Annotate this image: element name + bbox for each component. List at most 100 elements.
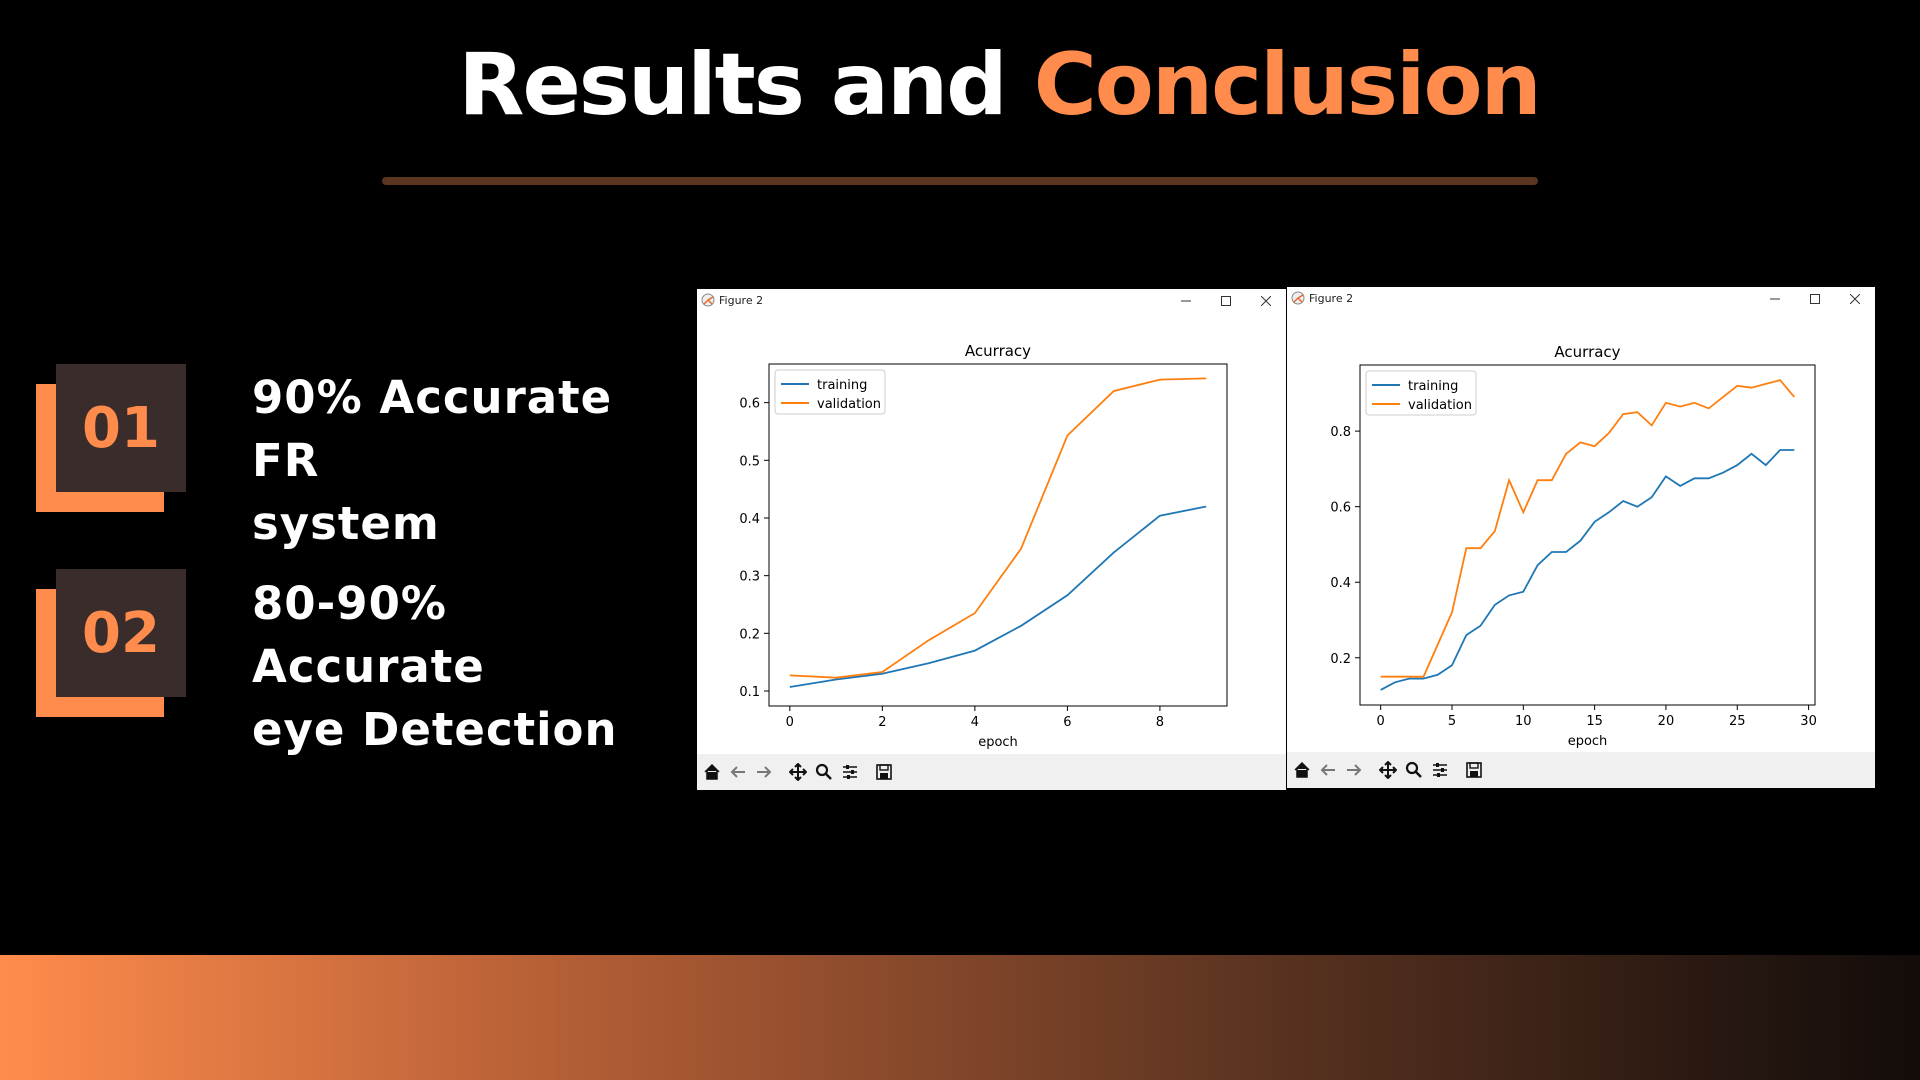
pan-button[interactable] [785, 758, 811, 786]
configure-subplots-button[interactable] [837, 758, 863, 786]
y-tick-label: 0.2 [1330, 652, 1351, 667]
x-tick-label: 8 [1156, 715, 1164, 730]
toolbar-separator [863, 758, 871, 786]
toolbar-separator [1367, 756, 1375, 784]
x-tick-label: 10 [1515, 714, 1532, 729]
figure-toolbar [1287, 752, 1875, 788]
minimize-button[interactable] [1166, 289, 1206, 313]
save-icon [1466, 762, 1482, 778]
zoom-icon [1405, 761, 1422, 778]
slide-title: Results and Conclusion [0, 35, 1920, 135]
legend-label-validation: validation [1408, 398, 1472, 413]
y-tick-label: 0.3 [739, 570, 760, 585]
figure-toolbar [697, 754, 1286, 790]
back-button[interactable] [725, 758, 751, 786]
legend-label-training: training [817, 378, 867, 393]
window-titlebar: Figure 2 [697, 289, 1286, 313]
home-icon [1294, 761, 1310, 778]
series-line-validation [789, 377, 1207, 679]
y-tick-label: 0.4 [1330, 576, 1351, 591]
x-tick-label: 0 [786, 715, 794, 730]
x-tick-label: 15 [1586, 714, 1603, 729]
x-tick-label: 6 [1063, 715, 1071, 730]
figure-window-2: Figure 2 Acurracy 0 5 10 15 20 25 30 0.2 0.4 0.6 0.… [1287, 287, 1875, 788]
pan-icon [1379, 761, 1397, 779]
maximize-button[interactable] [1206, 289, 1246, 313]
maximize-icon [1221, 296, 1231, 306]
chart-title: Acurracy [965, 342, 1031, 360]
back-icon [1320, 764, 1335, 776]
point-2-number: 02 [56, 569, 186, 697]
matplotlib-icon [1291, 291, 1305, 305]
series-line-validation [1380, 379, 1795, 678]
point-1-number: 01 [56, 364, 186, 492]
accuracy-chart-1: Acurracy 0 2 4 6 8 0.1 0.2 0.3 0.4 0.5 0.6 epoch trai… [739, 342, 1228, 750]
x-tick-label: 30 [1800, 714, 1817, 729]
back-button[interactable] [1315, 756, 1341, 784]
x-tick-label: 5 [1448, 714, 1456, 729]
y-tick-label: 0.6 [1330, 501, 1351, 516]
chart-title: Acurracy [1554, 343, 1620, 361]
point-2-line-2: eye Detection [252, 703, 618, 756]
title-main: Results and [458, 35, 1007, 135]
forward-button[interactable] [1341, 756, 1367, 784]
toolbar-separator [1453, 756, 1461, 784]
pan-button[interactable] [1375, 756, 1401, 784]
y-tick-label: 0.6 [739, 397, 760, 412]
point-1-text: 90% Accurate FR system [252, 366, 682, 555]
home-button[interactable] [699, 758, 725, 786]
zoom-button[interactable] [811, 758, 837, 786]
configure-subplots-icon [1433, 763, 1447, 777]
zoom-button[interactable] [1401, 756, 1427, 784]
maximize-button[interactable] [1795, 287, 1835, 311]
point-1-line-2: system [252, 497, 440, 550]
y-tick-label: 0.8 [1330, 425, 1351, 440]
plot-frame [1359, 364, 1816, 706]
forward-icon [757, 766, 772, 778]
pan-icon [789, 763, 807, 781]
matplotlib-icon [701, 293, 715, 307]
point-2-line-1: 80-90% Accurate [252, 577, 485, 693]
x-tick-label: 20 [1658, 714, 1675, 729]
point-1-badge: 01 [36, 364, 186, 512]
y-tick-label: 0.2 [739, 627, 760, 642]
point-2-badge: 02 [36, 569, 186, 717]
configure-subplots-button[interactable] [1427, 756, 1453, 784]
x-axis-label: epoch [978, 735, 1018, 750]
minimize-icon [1770, 298, 1780, 300]
back-icon [730, 766, 745, 778]
window-titlebar: Figure 2 [1287, 287, 1875, 311]
window-title: Figure 2 [1309, 292, 1354, 305]
figure-window-1: Figure 2 Acurracy 0 2 4 6 8 0.1 0.2 0.3 0.4 0.5 0.6… [697, 289, 1286, 790]
close-button[interactable] [1246, 289, 1286, 313]
series-line-training [1380, 449, 1795, 691]
toolbar-separator [777, 758, 785, 786]
forward-icon [1347, 764, 1362, 776]
accuracy-chart-2: Acurracy 0 5 10 15 20 25 30 0.2 0.4 0.6 0.8 epoch tra… [1330, 343, 1817, 749]
minimize-icon [1181, 300, 1191, 302]
bottom-gradient-band [0, 955, 1920, 1080]
maximize-icon [1810, 294, 1820, 304]
close-icon [1850, 294, 1860, 304]
close-button[interactable] [1835, 287, 1875, 311]
y-tick-label: 0.1 [739, 685, 760, 700]
point-1-line-1: 90% Accurate FR [252, 371, 613, 487]
x-tick-label: 0 [1377, 714, 1385, 729]
configure-subplots-icon [843, 765, 857, 779]
legend-label-validation: validation [817, 397, 881, 412]
save-button[interactable] [1461, 756, 1487, 784]
save-icon [876, 764, 892, 780]
title-underline [382, 177, 1538, 185]
y-tick-label: 0.4 [739, 512, 760, 527]
forward-button[interactable] [751, 758, 777, 786]
x-axis-label: epoch [1568, 734, 1608, 749]
x-tick-label: 2 [878, 715, 886, 730]
window-title: Figure 2 [719, 294, 764, 307]
legend-label-training: training [1408, 379, 1458, 394]
home-button[interactable] [1289, 756, 1315, 784]
minimize-button[interactable] [1755, 287, 1795, 311]
point-2-text: 80-90% Accurate eye Detection [252, 572, 682, 761]
save-button[interactable] [871, 758, 897, 786]
plot-frame [768, 363, 1228, 707]
title-accent: Conclusion [1033, 35, 1542, 135]
